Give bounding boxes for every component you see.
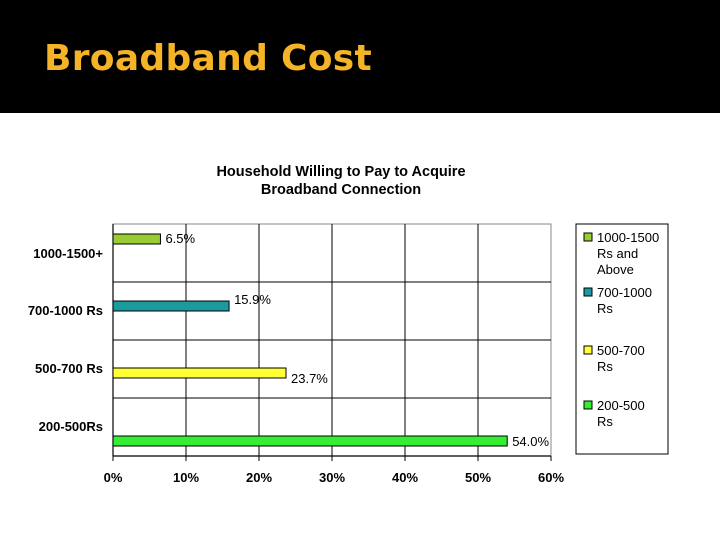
slide-title: Broadband Cost: [44, 38, 372, 79]
legend-label: 700-1000 Rs: [597, 285, 652, 316]
data-label: 54.0%: [512, 434, 549, 449]
data-label: 6.5%: [165, 231, 195, 246]
data-label: 15.9%: [234, 292, 271, 307]
legend-swatch: [583, 232, 593, 242]
legend-swatch: [583, 400, 593, 410]
x-tick-label: 0%: [104, 470, 123, 485]
x-tick-label: 40%: [392, 470, 418, 485]
bar: [112, 367, 287, 379]
title-bar: [0, 0, 720, 113]
bar: [112, 435, 508, 447]
x-tick-label: 50%: [465, 470, 491, 485]
legend-label: 500-700 Rs: [597, 343, 645, 374]
x-tick-label: 20%: [246, 470, 272, 485]
x-tick-label: 10%: [173, 470, 199, 485]
data-label: 23.7%: [291, 371, 328, 386]
legend-swatch: [583, 287, 593, 297]
category-label: 1000-1500+: [33, 246, 103, 261]
x-tick-label: 30%: [319, 470, 345, 485]
x-tick-label: 60%: [538, 470, 564, 485]
bar: [112, 233, 161, 245]
legend-box: [575, 223, 669, 455]
legend-label: 200-500 Rs: [597, 398, 645, 429]
category-label: 700-1000 Rs: [28, 303, 103, 318]
chart-title: Household Willing to Pay to Acquire Broad…: [216, 164, 465, 198]
category-label: 200-500Rs: [39, 419, 103, 434]
legend-swatch: [583, 345, 593, 355]
category-label: 500-700 Rs: [35, 361, 103, 376]
bar: [112, 300, 230, 312]
legend-label: 1000-1500 Rs and Above: [597, 230, 659, 277]
